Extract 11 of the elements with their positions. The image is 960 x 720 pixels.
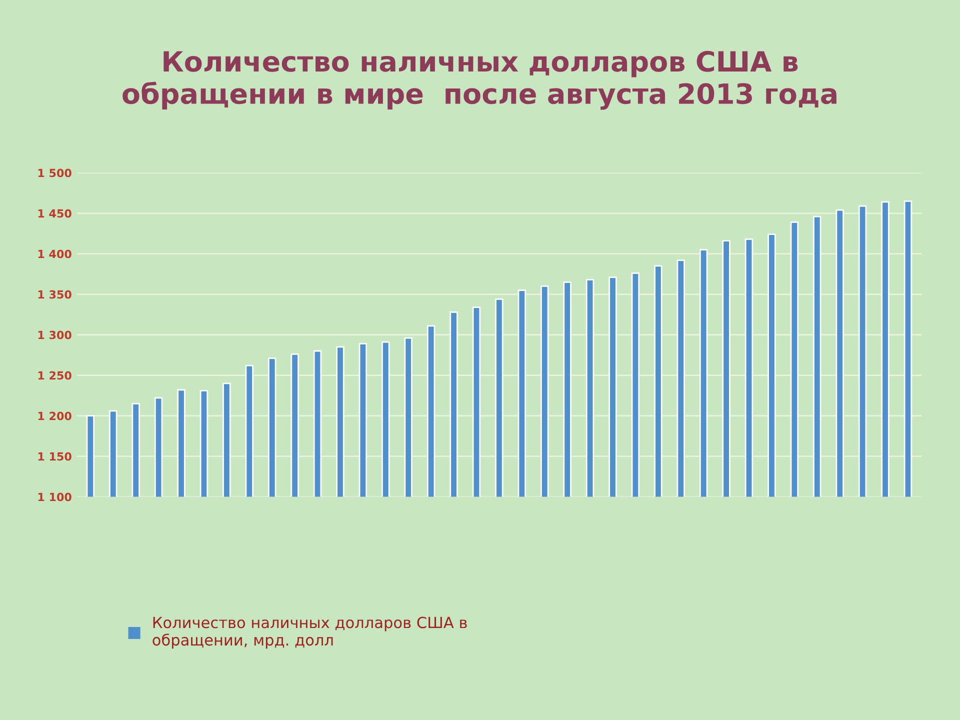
y-tick-label: 1 300 xyxy=(38,330,72,340)
y-tick-label: 1 100 xyxy=(38,492,72,502)
y-tick-label: 1 400 xyxy=(38,250,72,258)
y-tick-label: 1 250 xyxy=(38,371,72,380)
y-tick-label: 1 500 xyxy=(38,168,72,178)
y-tick-label: 1 350 xyxy=(38,290,72,299)
y-tick-label: 1 200 xyxy=(38,412,72,420)
chart-title: Количество наличных долларов США в обращении в мире после августа 2013 года xyxy=(122,50,836,110)
y-tick-label: 1 450 xyxy=(38,209,72,218)
legend-label: Количество наличных долларов США в обращении, мрд. долл xyxy=(152,616,467,649)
y-tick-label: 1 150 xyxy=(38,452,72,461)
